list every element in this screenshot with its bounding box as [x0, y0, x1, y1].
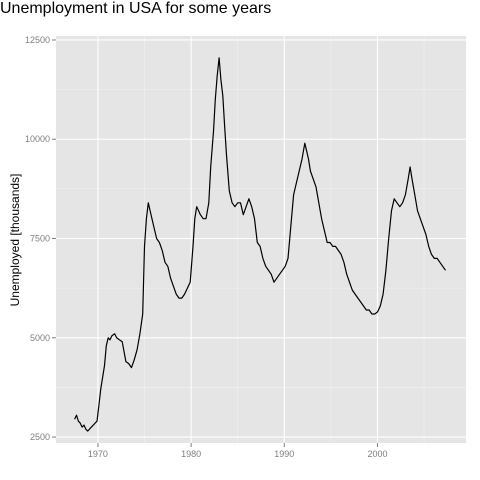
y-tick-label: 7500 — [30, 234, 50, 244]
y-tick-label: 2500 — [30, 432, 50, 442]
y-tick-label: 10000 — [25, 134, 50, 144]
x-tick-label: 2000 — [367, 449, 387, 459]
y-tick-label: 12500 — [25, 35, 50, 45]
x-axis-ticks: 1970 1980 1990 2000 — [88, 443, 387, 459]
y-axis-ticks: 2500 5000 7500 10000 12500 — [25, 35, 56, 442]
x-tick-label: 1980 — [181, 449, 201, 459]
x-tick-label: 1990 — [274, 449, 294, 459]
plot-panel — [56, 36, 466, 443]
grid-minor — [56, 36, 466, 443]
y-axis-label: Unemployed [thousands] — [8, 174, 22, 307]
series-line — [74, 57, 446, 432]
y-tick-label: 5000 — [30, 333, 50, 343]
grid-major — [56, 36, 466, 443]
x-tick-label: 1970 — [88, 449, 108, 459]
chart-title: Unemployment in USA for some years — [0, 0, 271, 17]
